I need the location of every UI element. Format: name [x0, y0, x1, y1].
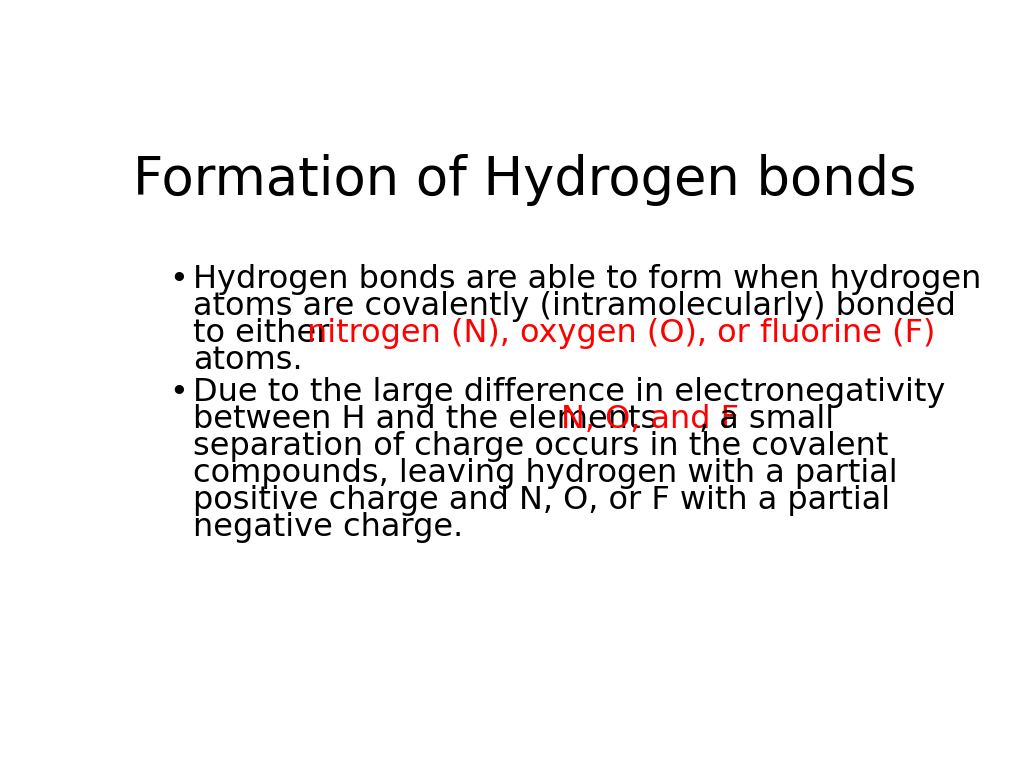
Text: N, O, and F: N, O, and F [561, 404, 738, 435]
Text: Formation of Hydrogen bonds: Formation of Hydrogen bonds [133, 154, 916, 207]
Text: atoms.: atoms. [194, 345, 303, 376]
Text: •: • [169, 377, 188, 409]
Text: atoms are covalently (intramolecularly) bonded: atoms are covalently (intramolecularly) … [194, 290, 956, 322]
Text: , a small: , a small [698, 404, 834, 435]
Text: between H and the elements: between H and the elements [194, 404, 668, 435]
Text: compounds, leaving hydrogen with a partial: compounds, leaving hydrogen with a parti… [194, 458, 898, 489]
Text: positive charge and N, O, or F with a partial: positive charge and N, O, or F with a pa… [194, 485, 890, 516]
Text: Due to the large difference in electronegativity: Due to the large difference in electrone… [194, 377, 945, 409]
Text: •: • [169, 263, 188, 295]
Text: separation of charge occurs in the covalent: separation of charge occurs in the coval… [194, 432, 889, 462]
Text: to either: to either [194, 317, 340, 349]
Text: nitrogen (N), oxygen (O), or fluorine (F): nitrogen (N), oxygen (O), or fluorine (F… [307, 317, 935, 349]
Text: Hydrogen bonds are able to form when hydrogen: Hydrogen bonds are able to form when hyd… [194, 263, 981, 295]
Text: negative charge.: negative charge. [194, 512, 463, 543]
